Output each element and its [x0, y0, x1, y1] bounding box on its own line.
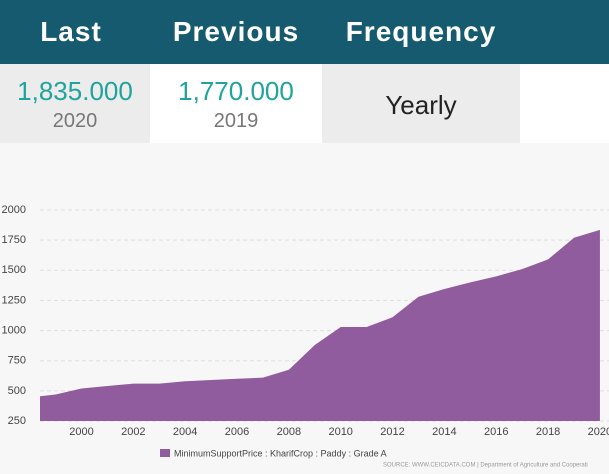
cell: Yearly — [322, 64, 520, 143]
y-tick-label: 500 — [8, 385, 26, 397]
x-tick-label: 2002 — [121, 426, 145, 438]
x-tick-label: 2012 — [380, 426, 404, 438]
chart: 250 500 750 1000 1250 1500 1750 2000 2000 2002 200… — [2, 204, 609, 469]
column-label: Previous — [172, 16, 300, 47]
column-label: Last — [40, 16, 102, 47]
cell — [520, 64, 609, 143]
last-date: 2020 — [52, 110, 98, 132]
frequency-value: Yearly — [385, 90, 457, 120]
previous-date: 2019 — [213, 110, 259, 132]
area — [40, 229, 600, 421]
x-tick-label: 2006 — [225, 426, 249, 438]
last-value: 1,835.000 — [17, 76, 133, 106]
y-tick-label: 1500 — [2, 264, 26, 276]
x-tick-label: 2010 — [328, 426, 352, 438]
x-tick-label: 2014 — [432, 426, 456, 438]
x-tick-label: 2008 — [277, 426, 301, 438]
x-tick-label: 2016 — [484, 426, 508, 438]
source: SOURCE: WWW.CEICDATA.COM | Department of… — [383, 463, 588, 469]
y-tick-label: 1000 — [2, 324, 26, 336]
y-tick-label: 750 — [8, 355, 26, 367]
cell: 1,770.000 2019 — [150, 64, 322, 143]
x-tick-label: 2000 — [69, 426, 93, 438]
y-tick-label: 2000 — [2, 204, 26, 216]
x-tick-label: 2004 — [173, 426, 197, 438]
previous-value: 1,770.000 — [178, 76, 294, 106]
column-label: Frequency — [345, 16, 497, 47]
y-tick-label: 1750 — [2, 234, 26, 246]
header-bar: Last Previous Frequency — [0, 0, 609, 64]
y-tick-label: 250 — [8, 415, 26, 427]
legend-swatch — [160, 449, 170, 457]
legend-label: MinimumSupportPrice : KharifCrop : Paddy… — [174, 448, 387, 458]
y-tick-label: 1250 — [2, 294, 26, 306]
x-tick-label: 2020 — [588, 426, 609, 438]
cell: 1,835.000 2020 — [0, 64, 150, 143]
x-tick-label: 2018 — [536, 426, 560, 438]
